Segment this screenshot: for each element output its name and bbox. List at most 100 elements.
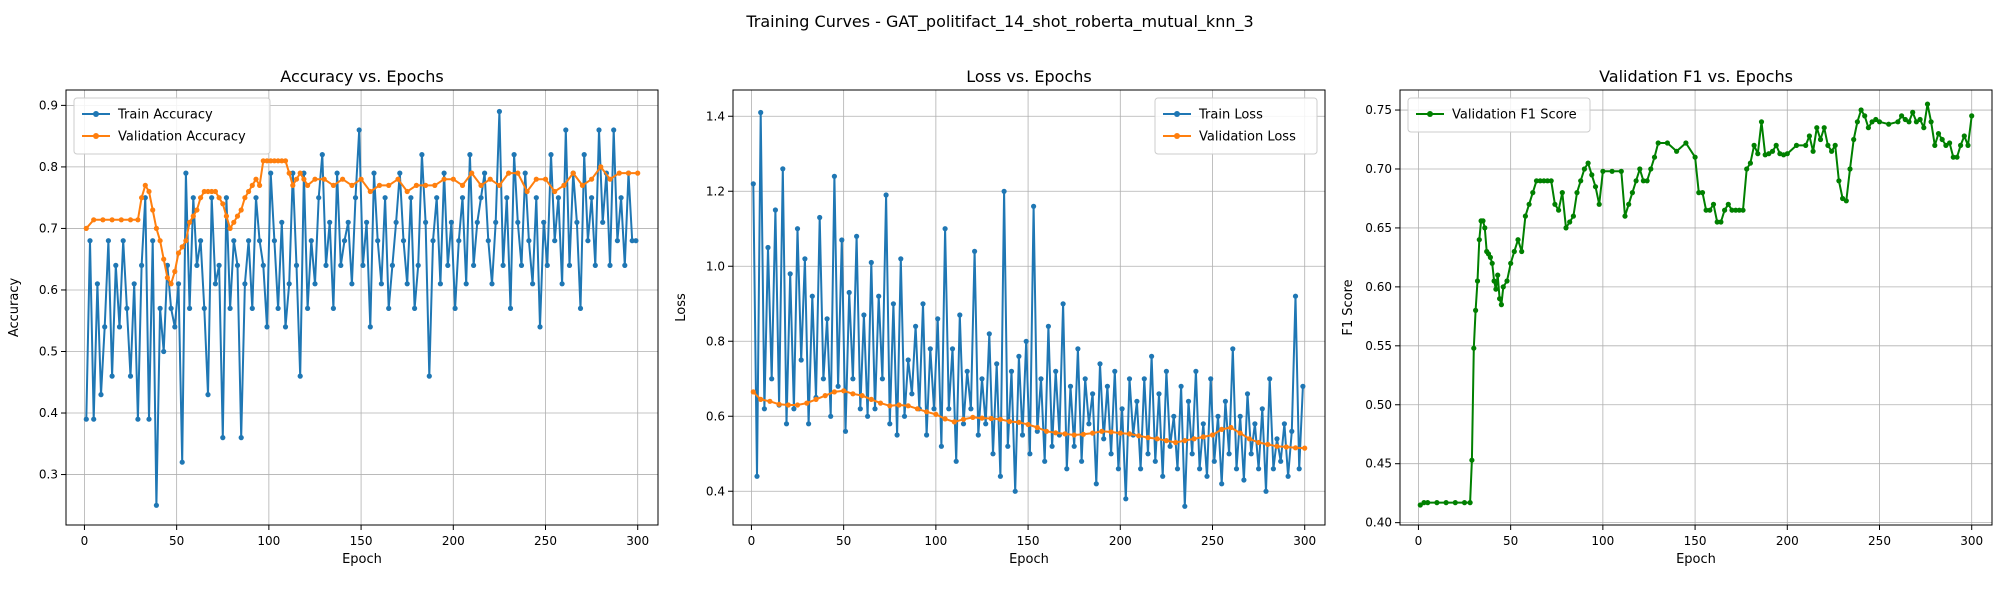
x-tick-label: 250 [534,534,557,548]
data-point [1115,466,1121,472]
data-point [1062,431,1068,437]
data-point [1075,346,1081,352]
legend-label: Validation F1 Score [1452,108,1577,123]
legend: Validation F1 Score [1407,97,1591,133]
data-point [1522,213,1528,219]
data-point [1302,445,1308,451]
y-tick-label: 0.4 [706,484,725,498]
data-point [1559,190,1565,196]
data-point [1237,413,1243,419]
data-point [91,217,97,223]
x-tick-label: 0 [81,534,89,548]
data-point [530,281,536,287]
data-point [301,170,307,176]
data-point [1283,444,1289,450]
data-point [592,262,598,268]
data-point [596,127,602,133]
data-point [896,402,902,408]
data-point [253,176,259,182]
data-point [1578,178,1584,184]
data-point [1961,133,1967,139]
x-tick-label: 50 [169,534,184,548]
data-point [321,176,327,182]
data-point [1119,406,1125,412]
x-tick-label: 150 [1017,534,1040,548]
data-point [1256,439,1262,446]
data-point [1471,345,1477,351]
figure-suptitle: Training Curves - GAT_politifact_14_shot… [745,12,1253,32]
data-point [356,127,362,133]
data-point [1497,296,1503,302]
data-point [1154,436,1160,442]
data-point [209,195,215,201]
data-point [364,219,370,225]
data-point [312,176,318,182]
data-point [120,238,126,244]
data-point [533,176,539,182]
data-point [131,281,137,287]
data-point [1803,142,1809,148]
data-point [1733,207,1739,213]
data-point [290,182,296,188]
data-point [1533,178,1540,184]
data-point [264,324,270,330]
data-point [1664,140,1670,146]
y-tick-label: 0.7 [39,221,58,235]
data-point [1270,466,1276,472]
data-point [1230,346,1236,352]
data-point [395,176,401,182]
data-point [297,170,303,176]
data-point [1876,119,1883,125]
data-point [1626,201,1632,207]
y-axis-label: Loss [674,293,689,322]
data-point [1810,148,1816,154]
data-point [1300,383,1306,389]
data-point [1965,142,1971,148]
data-point [1171,413,1177,419]
data-point [1943,142,1949,148]
data-point [179,244,185,250]
data-point [194,262,200,268]
data-point [1722,207,1728,213]
data-point [1042,458,1048,464]
data-point [1174,466,1181,472]
data-point [589,176,595,182]
data-point [441,170,447,176]
data-point [997,473,1004,479]
data-point [1508,260,1514,266]
data-point [1480,218,1486,224]
data-point [500,262,506,268]
data-point [286,170,292,176]
data-point [231,238,237,244]
data-point [474,219,480,225]
data-point [879,376,886,382]
data-point [1296,466,1302,472]
data-point [308,238,314,244]
data-point [319,152,325,158]
data-point [1226,451,1232,457]
data-point [1537,178,1543,184]
data-point [109,217,115,223]
data-point [850,376,856,382]
data-point [841,388,847,394]
data-point [153,502,159,508]
data-point [887,403,893,409]
y-tick-label: 1.0 [706,259,725,273]
data-point [769,376,775,382]
data-point [1825,142,1831,148]
data-point [1504,278,1510,284]
data-point [839,237,845,243]
data-point [1256,466,1262,472]
data-point [574,219,580,225]
data-point [1001,188,1007,194]
y-tick-label: 0.4 [39,406,58,420]
legend: Train Loss Validation Loss [1154,97,1318,155]
data-point [1487,254,1493,260]
x-tick-label: 0 [748,534,756,548]
data-point [415,262,421,268]
data-point [585,238,591,244]
data-point [750,181,756,187]
data-point [1906,119,1912,125]
data-point [282,158,289,164]
data-point [279,158,285,164]
